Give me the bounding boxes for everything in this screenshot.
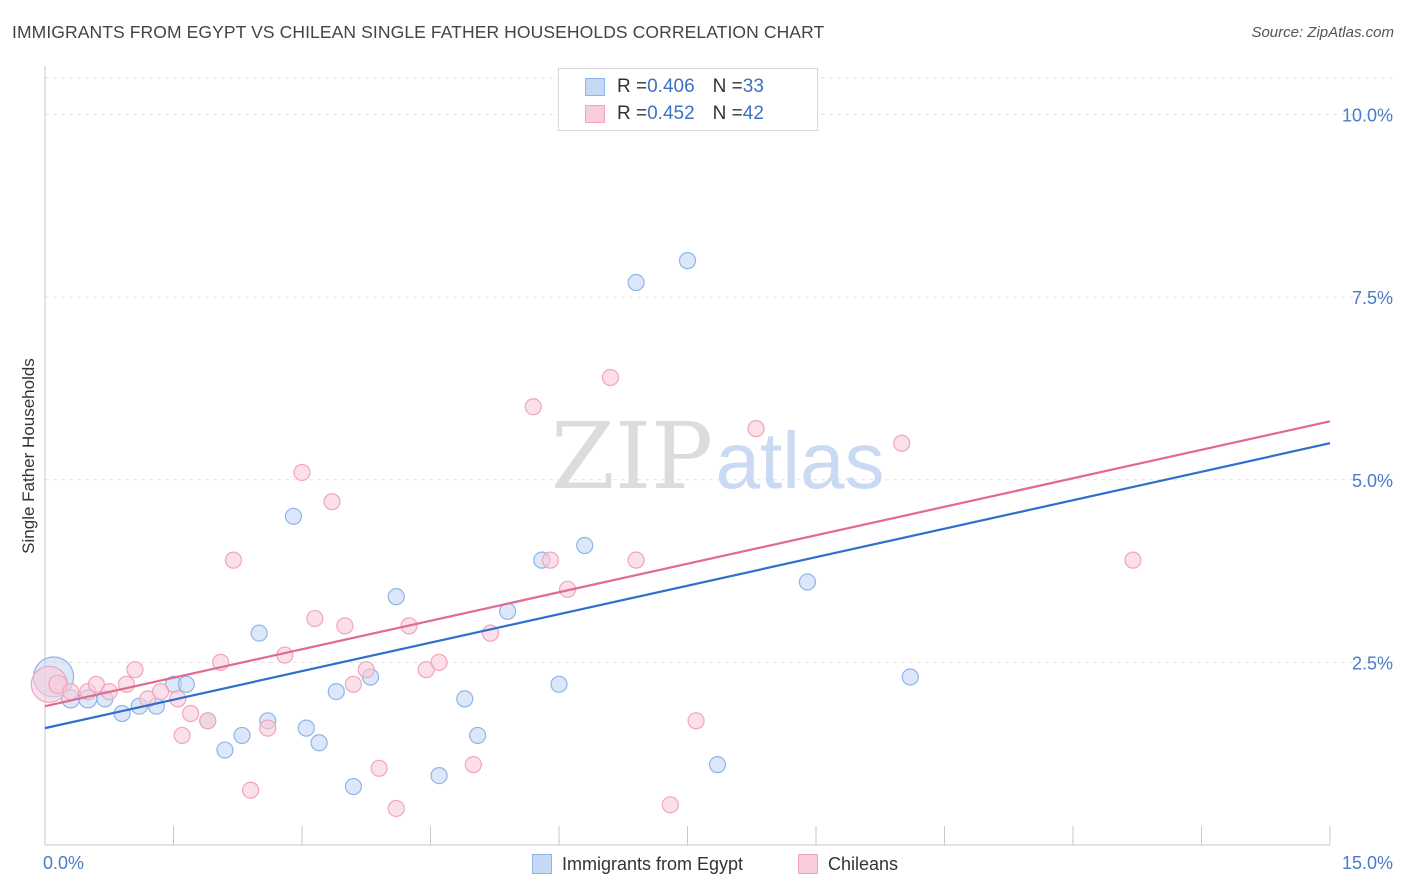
chileans-point (323, 493, 341, 511)
chileans-point (293, 463, 311, 482)
stats-legend: R = 0.406 N = 33 R = 0.452 N = 42 (558, 68, 818, 131)
egypt-point (901, 668, 919, 686)
egypt-point (250, 624, 268, 642)
egypt-point (177, 675, 195, 693)
axes (44, 66, 1331, 846)
r-label: R = (617, 76, 648, 97)
chileans-point (464, 756, 482, 774)
egypt-point (469, 726, 487, 745)
stats-row-chileans: R = 0.452 N = 42 (585, 102, 764, 126)
chileans-point (601, 368, 620, 387)
egypt-point (708, 756, 727, 774)
watermark: ZIP atlas (551, 403, 885, 510)
n-value: 42 (742, 103, 764, 124)
x-tick-label: 0.0% (43, 853, 84, 873)
r-value: 0.406 (647, 76, 695, 97)
watermark-zip: ZIP (551, 403, 713, 510)
egypt-legend-label: Immigrants from Egypt (562, 853, 744, 874)
tick-labels: 2.5% 5.0% 7.5% 10.0% 0.0% 15.0% (43, 106, 1393, 873)
gridlines (45, 77, 1395, 663)
egypt-point (576, 536, 594, 555)
egypt-legend-swatch (532, 854, 552, 874)
egypt-point (627, 273, 645, 292)
chileans-point (893, 434, 911, 452)
chileans-point (306, 609, 324, 628)
egypt-point (344, 777, 362, 796)
chileans-point (87, 675, 106, 693)
chileans-legend-label: Chileans (828, 853, 899, 874)
data-points (30, 252, 1142, 818)
y-tick-label: 2.5% (1352, 653, 1393, 673)
egypt-point (113, 704, 131, 723)
chileans-swatch (585, 105, 605, 123)
chileans-point (62, 682, 80, 701)
chileans-point (139, 690, 157, 708)
chileans-point (344, 675, 362, 693)
egypt-point (233, 726, 251, 745)
chileans-point (387, 799, 405, 818)
chileans-point (259, 719, 277, 737)
chileans-point (541, 551, 560, 569)
chileans-point (430, 653, 448, 671)
x-tick-label: 15.0% (1342, 853, 1393, 873)
stats-row-egypt: R = 0.406 N = 33 (585, 75, 764, 99)
chileans-point (370, 759, 388, 777)
egypt-point (216, 741, 234, 759)
chart-title: IMMIGRANTS FROM EGYPT VS CHILEAN SINGLE … (12, 22, 825, 42)
chileans-point (417, 661, 435, 679)
chileans-point (661, 796, 679, 814)
chileans-point (747, 420, 765, 438)
egypt-point (327, 682, 345, 701)
trend-lines (44, 420, 1331, 730)
chileans-point (182, 704, 200, 723)
legend-item-chileans[interactable]: Chileans (798, 852, 898, 876)
legend-item-egypt[interactable]: Immigrants from Egypt (532, 852, 743, 876)
chileans-point (242, 781, 260, 799)
y-tick-label: 7.5% (1352, 288, 1393, 308)
chileans-point (524, 398, 542, 416)
egypt-point (284, 507, 303, 525)
chileans-point (152, 682, 170, 701)
egypt-point (798, 573, 817, 591)
watermark-atlas: atlas (716, 416, 885, 505)
egypt-trend-line (44, 442, 1331, 730)
chileans-point (173, 726, 191, 745)
source-credit: Source: ZipAtlas.com (1251, 24, 1394, 41)
chileans-point (126, 661, 144, 679)
r-label: R = (617, 103, 648, 124)
egypt-point (430, 767, 448, 785)
chileans-point (336, 617, 354, 635)
chileans-point (687, 712, 705, 730)
r-value: 0.452 (647, 103, 695, 124)
egypt-swatch (585, 78, 605, 96)
n-value: 33 (742, 76, 764, 97)
chileans-legend-swatch (798, 854, 818, 874)
chileans-point (199, 712, 217, 730)
egypt-point (456, 690, 474, 708)
n-label: N = (712, 76, 743, 97)
egypt-point (297, 719, 315, 737)
chileans-trend-line (44, 420, 1331, 708)
egypt-point (387, 588, 405, 606)
y-tick-label: 10.0% (1342, 106, 1393, 126)
chileans-point (357, 661, 375, 679)
egypt-point (310, 734, 328, 752)
chileans-point (1124, 551, 1142, 569)
chileans-point (224, 551, 243, 569)
egypt-point (678, 252, 697, 270)
y-tick-label: 5.0% (1352, 471, 1393, 491)
chileans-point (627, 551, 645, 569)
n-label: N = (712, 103, 743, 124)
egypt-point (550, 675, 568, 693)
